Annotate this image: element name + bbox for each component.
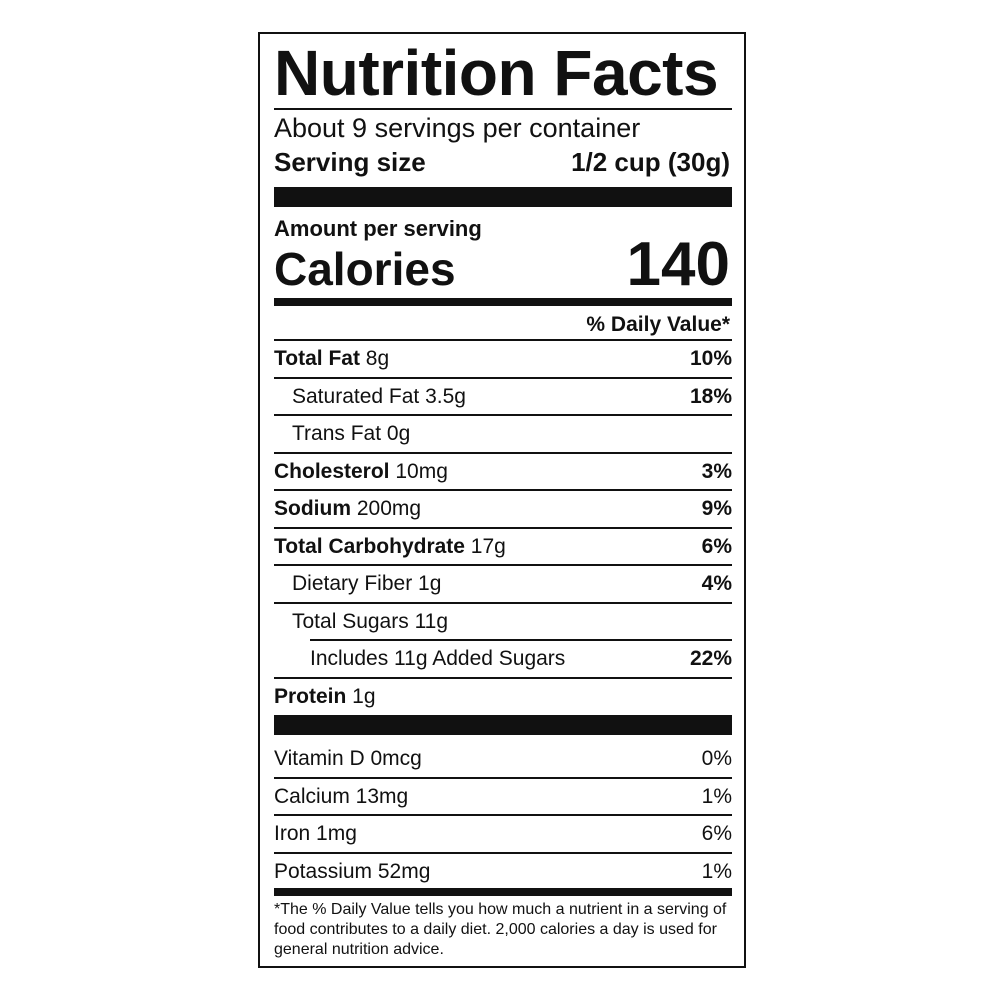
nutrient-amount: Trans Fat 0g <box>292 422 411 445</box>
nutrient-amount: Saturated Fat 3.5g <box>292 384 466 408</box>
serving-size-value: 1/2 cup (30g) <box>571 147 730 177</box>
vitamin-row: Vitamin D 0mcg 0% <box>274 740 732 777</box>
nutrition-facts-label: Nutrition Facts About 9 servings per con… <box>258 32 746 968</box>
nutrient-amount: Dietary Fiber 1g <box>292 572 442 595</box>
vitamin-daily-value: 1% <box>701 784 732 808</box>
vitamin-daily-value: 1% <box>701 859 732 883</box>
divider-thick <box>274 187 732 207</box>
row-divider <box>274 814 732 816</box>
nutrient-label: Total Carbohydrate <box>274 534 465 558</box>
nutrient-daily-value: 4% <box>701 572 732 595</box>
vitamin-name: Iron 1mg <box>274 822 357 845</box>
row-divider <box>274 851 732 854</box>
divider-medium <box>274 888 732 896</box>
calories-value: 140 <box>626 230 730 299</box>
vitamin-name: Calcium 13mg <box>274 784 409 808</box>
nutrient-amount: 17g <box>464 534 506 558</box>
nutrient-label: Protein <box>274 684 347 708</box>
divider-thick <box>274 715 732 735</box>
vitamin-daily-value: 6% <box>701 822 732 845</box>
nutrient-daily-value: 9% <box>701 497 732 520</box>
vitamin-daily-value: 0% <box>701 747 732 770</box>
nutrient-row: Total Sugars 11g <box>274 603 732 640</box>
nutrient-name: Protein 1g <box>274 678 376 715</box>
nutrient-row: Total Carbohydrate 17g 6% <box>274 528 732 565</box>
row-divider <box>274 676 732 679</box>
vitamin-name: Vitamin D 0mcg <box>274 747 422 770</box>
nutrient-label: Cholesterol <box>274 459 390 483</box>
footnote: *The % Daily Value tells you how much a … <box>274 901 727 958</box>
row-divider <box>274 339 732 341</box>
nutrient-daily-value: 3% <box>701 459 732 483</box>
nutrient-amount: Total Sugars 11g <box>292 609 449 633</box>
nutrient-label: Total Fat <box>274 347 360 370</box>
row-divider <box>274 601 732 604</box>
row-divider <box>274 564 732 566</box>
nutrient-amount: 8g <box>359 347 390 370</box>
row-divider <box>274 451 732 454</box>
nutrient-name: Total Sugars 11g <box>292 603 448 640</box>
vitamin-row: Potassium 52mg 1% <box>274 853 732 890</box>
nutrient-daily-value: 18% <box>689 384 732 408</box>
nutrient-row: Dietary Fiber 1g 4% <box>274 565 732 602</box>
nutrient-row: Sodium 200mg 9% <box>274 490 732 527</box>
nutrient-label: Sodium <box>274 497 351 520</box>
nutrient-daily-value: 10% <box>689 347 732 370</box>
divider-thin <box>274 108 732 110</box>
amount-per-serving: Amount per serving <box>274 216 482 241</box>
nutrient-row: Includes 11g Added Sugars 22% <box>274 640 732 677</box>
vitamin-name: Potassium 52mg <box>274 859 431 883</box>
row-divider <box>274 776 732 779</box>
nutrient-name: Includes 11g Added Sugars <box>310 640 565 677</box>
nutrient-daily-value: 22% <box>689 647 732 670</box>
row-divider <box>274 376 732 379</box>
servings-per-container: About 9 servings per container <box>274 113 641 143</box>
row-divider <box>274 526 732 529</box>
nutrient-row: Saturated Fat 3.5g 18% <box>274 378 732 415</box>
label-title: Nutrition Facts <box>274 37 719 109</box>
nutrient-amount: Includes 11g Added Sugars <box>310 647 566 670</box>
vitamin-row: Calcium 13mg 1% <box>274 778 732 815</box>
divider-medium <box>274 298 732 306</box>
nutrient-name: Cholesterol 10mg <box>274 453 448 490</box>
calories-label: Calories <box>274 243 456 295</box>
row-divider <box>310 639 732 641</box>
row-divider <box>274 414 732 416</box>
row-divider <box>274 489 732 491</box>
nutrient-name: Total Carbohydrate 17g <box>274 528 506 565</box>
nutrient-row: Cholesterol 10mg 3% <box>274 453 732 490</box>
nutrient-amount: 200mg <box>351 497 422 520</box>
nutrient-name: Dietary Fiber 1g <box>292 565 441 602</box>
nutrient-name: Total Fat 8g <box>274 340 389 377</box>
nutrient-amount: 1g <box>346 684 376 708</box>
vitamin-row: Iron 1mg 6% <box>274 815 732 852</box>
nutrient-row: Total Fat 8g 10% <box>274 340 732 377</box>
nutrient-name: Sodium 200mg <box>274 490 421 527</box>
daily-value-header: % Daily Value* <box>586 313 730 336</box>
nutrient-amount: 10mg <box>389 459 448 483</box>
nutrient-row: Protein 1g <box>274 678 732 715</box>
serving-size-label: Serving size <box>274 147 426 177</box>
nutrient-row: Trans Fat 0g <box>274 415 732 452</box>
nutrient-name: Trans Fat 0g <box>292 415 410 452</box>
nutrient-daily-value: 6% <box>701 534 732 558</box>
nutrient-name: Saturated Fat 3.5g <box>292 378 466 415</box>
